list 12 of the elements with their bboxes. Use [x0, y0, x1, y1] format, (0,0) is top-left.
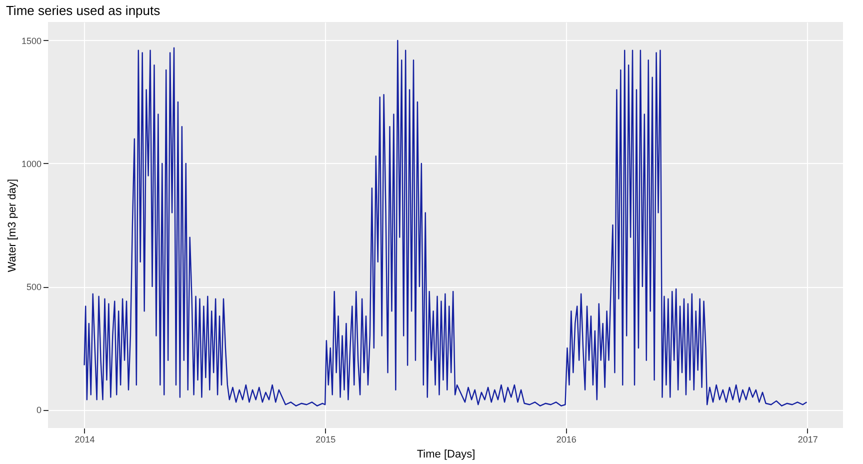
x-tick-label: 2014 [74, 434, 95, 444]
x-tick-label: 2017 [798, 434, 818, 444]
y-tick-label: 1000 [21, 158, 42, 169]
x-tick-label: 2015 [316, 434, 336, 444]
y-tick-label: 0 [36, 405, 42, 416]
y-axis-title: Water [m3 per day] [6, 178, 18, 272]
x-axis-title: Time [Days] [416, 448, 476, 460]
x-tick-label: 2016 [556, 434, 576, 444]
y-tick-label: 500 [26, 282, 42, 292]
y-tick-label: 1500 [21, 36, 42, 46]
line-series [84, 40, 808, 406]
chart-title: Time series used as inputs [6, 3, 161, 18]
